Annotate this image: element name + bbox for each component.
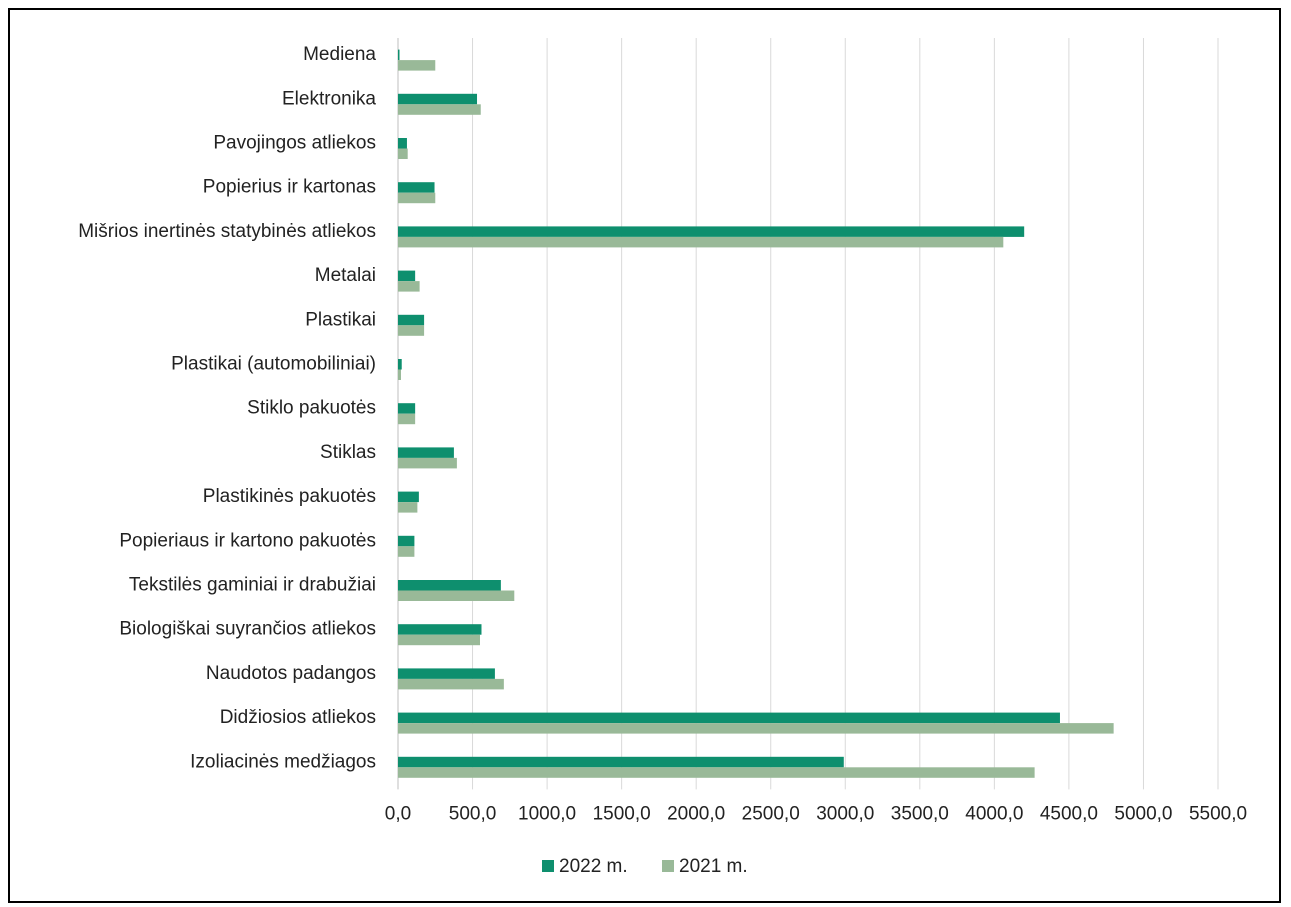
bar-2021 [398,546,415,557]
bar-2022 [398,138,407,149]
category-label: Pavojingos atliekos [213,133,376,154]
bar-2021 [398,502,418,513]
tick-label: 1000,0 [518,803,576,824]
bar-2022 [398,447,454,458]
legend-swatch [662,860,674,872]
category-label: Popierius ir kartonas [203,177,376,198]
category-label: Plastikai [305,309,376,330]
bar-2021 [398,192,436,204]
bar-2022 [398,314,425,326]
bar-2021 [398,413,416,425]
bar-2022 [398,624,482,635]
bar-2021 [398,60,436,71]
bar-2021 [398,767,1035,778]
bar-2022 [398,712,1060,724]
legend-label: 2022 m. [559,856,628,877]
bar-2022 [398,580,501,591]
bar-2022 [398,182,435,193]
tick-label: 4000,0 [965,803,1023,824]
category-label: Izoliacinės medžiagos [190,751,376,772]
tick-label: 3000,0 [816,803,874,824]
legend-swatch [542,860,554,872]
tick-label: 5000,0 [1114,803,1172,824]
category-label: Naudotos padangos [206,663,376,684]
tick-label: 2500,0 [742,803,800,824]
tick-label: 1500,0 [593,803,651,824]
tick-label: 0,0 [385,803,411,824]
bar-2022 [398,226,1025,237]
category-label: Plastikai (automobiliniai) [171,354,376,375]
bar-2022 [398,668,495,679]
legend: 2022 m. 2021 m. [542,856,748,877]
category-label: Elektronika [282,88,376,109]
category-label: Plastikinės pakuotės [203,486,376,507]
legend-label: 2021 m. [679,856,748,877]
tick-label: 2000,0 [667,803,725,824]
bar-2021 [398,634,480,646]
grid-lines [397,38,1219,790]
category-label: Stiklas [320,442,376,463]
category-labels: Mediena Elektronika Pavojingos atliekos Pop… [78,44,376,772]
bar-2021 [398,104,481,115]
bar-2021 [398,236,1004,248]
bar-2021 [398,325,425,336]
bar-2022 [398,49,400,61]
bar-2022 [398,93,478,105]
bar-2022 [398,403,416,414]
bar-2022 [398,535,415,547]
category-label: Metalai [315,265,376,286]
bar-2021 [398,148,408,159]
bar-2021 [398,678,504,690]
bar-2021 [398,281,420,292]
bar-2022 [398,270,416,282]
category-label: Mediena [303,44,376,65]
category-label: Biologiškai suyrančios atliekos [119,619,376,640]
category-label: Didžiosios atliekos [220,707,376,728]
bar-2022 [398,359,402,370]
bar-2022 [398,491,419,503]
category-label: Popieriaus ir kartono pakuotės [119,530,376,551]
tick-label: 3500,0 [891,803,949,824]
tick-label: 500,0 [449,803,497,824]
bar-2021 [398,457,457,469]
category-label: Tekstilės gaminiai ir drabužiai [129,575,376,596]
bar-2021 [398,723,1114,734]
bar-2021 [398,369,401,380]
category-label: Mišrios inertinės statybinės atliekos [78,221,376,242]
tick-label: 4500,0 [1040,803,1098,824]
tick-labels: 0,0 500,0 1000,0 1500,0 2000,0 2500,0 3000,0 35… [385,803,1247,824]
bars [398,49,1114,778]
category-label: Stiklo pakuotės [247,398,376,419]
tick-label: 5500,0 [1189,803,1247,824]
bar-2022 [398,756,844,768]
bar-2021 [398,590,515,601]
